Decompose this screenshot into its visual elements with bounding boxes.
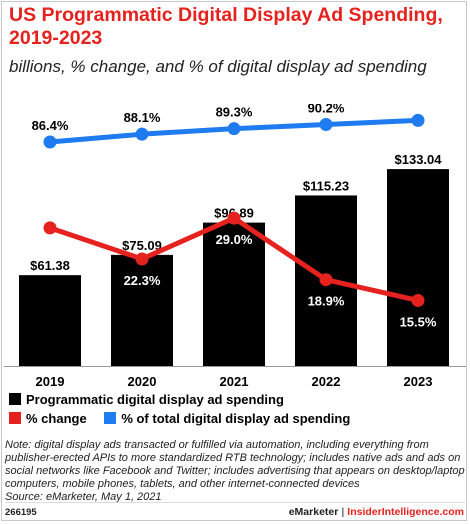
bar-label-2020: $75.09 xyxy=(122,238,162,253)
brand-separator: | xyxy=(341,506,345,518)
legend-label-bars: Programmatic digital display ad spending xyxy=(26,392,284,407)
source-text: Source: eMarketer, May 1, 2021 xyxy=(5,491,162,503)
legend-row-2: % change % of total digital display ad s… xyxy=(9,411,364,427)
legend-swatch-bars xyxy=(9,393,21,405)
label-change-2023: 15.5% xyxy=(400,314,437,329)
legend-swatch-change xyxy=(9,412,21,424)
chart-title: US Programmatic Digital Display Ad Spend… xyxy=(9,4,443,49)
point-change-2022 xyxy=(319,273,333,287)
point-share-2021 xyxy=(227,122,241,136)
bar-2023 xyxy=(387,169,449,366)
x-tick-2023: 2023 xyxy=(404,374,433,389)
point-share-2019 xyxy=(43,135,57,149)
label-change-2021: 29.0% xyxy=(216,232,253,247)
point-change-2019 xyxy=(43,221,57,235)
footer-divider xyxy=(5,502,465,503)
point-share-2023 xyxy=(411,113,425,127)
label-share-2021: 89.3% xyxy=(216,105,253,120)
label-share-2023: 91.1% xyxy=(400,130,437,145)
x-tick-2019: 2019 xyxy=(36,374,65,389)
bar-label-2022: $115.23 xyxy=(303,178,349,193)
point-change-2021 xyxy=(227,211,241,225)
x-tick-2020: 2020 xyxy=(128,374,157,389)
brand: eMarketer | InsiderIntelligence.com xyxy=(289,506,464,518)
point-change-2020 xyxy=(135,252,149,266)
footer: 266195 eMarketer | InsiderIntelligence.com xyxy=(0,502,470,524)
bar-label-2023: $133.04 xyxy=(395,152,443,167)
label-share-2022: 90.2% xyxy=(308,104,345,116)
label-change-2019: 27.4% xyxy=(32,242,69,257)
chart-subtitle: billions, % change, and % of digital dis… xyxy=(9,57,427,76)
brand-emarketer: eMarketer xyxy=(288,506,339,518)
label-share-2020: 88.1% xyxy=(124,110,161,125)
bar-2021 xyxy=(203,222,265,366)
x-tick-2022: 2022 xyxy=(312,374,341,389)
note-text: Note: digital display ads transacted or … xyxy=(5,439,465,490)
brand-insider-intelligence: InsiderIntelligence.com xyxy=(347,506,464,518)
legend-label-change: % change xyxy=(26,411,87,426)
combo-chart: $61.38$75.09$96.89$115.23$133.0420192020… xyxy=(4,104,466,389)
bar-2020 xyxy=(111,254,173,366)
chart-id: 266195 xyxy=(5,507,37,518)
label-change-2022: 18.9% xyxy=(308,294,345,309)
legend-row-1: Programmatic digital display ad spending xyxy=(9,392,298,408)
chart-note: Note: digital display ads transacted or … xyxy=(5,439,465,504)
point-share-2022 xyxy=(319,118,333,132)
point-share-2020 xyxy=(135,127,149,141)
label-change-2020: 22.3% xyxy=(124,273,161,288)
bar-label-2019: $61.38 xyxy=(30,258,70,273)
legend-swatch-share xyxy=(104,412,117,424)
bar-2019 xyxy=(19,275,81,366)
legend-item-change: % change xyxy=(9,411,87,427)
legend-item-bars: Programmatic digital display ad spending xyxy=(9,392,284,408)
x-tick-2021: 2021 xyxy=(220,374,249,389)
legend-item-share: % of total digital display ad spending xyxy=(104,411,350,427)
label-share-2019: 86.4% xyxy=(32,118,69,133)
point-change-2023 xyxy=(411,293,425,307)
legend-label-share: % of total digital display ad spending xyxy=(121,411,351,426)
